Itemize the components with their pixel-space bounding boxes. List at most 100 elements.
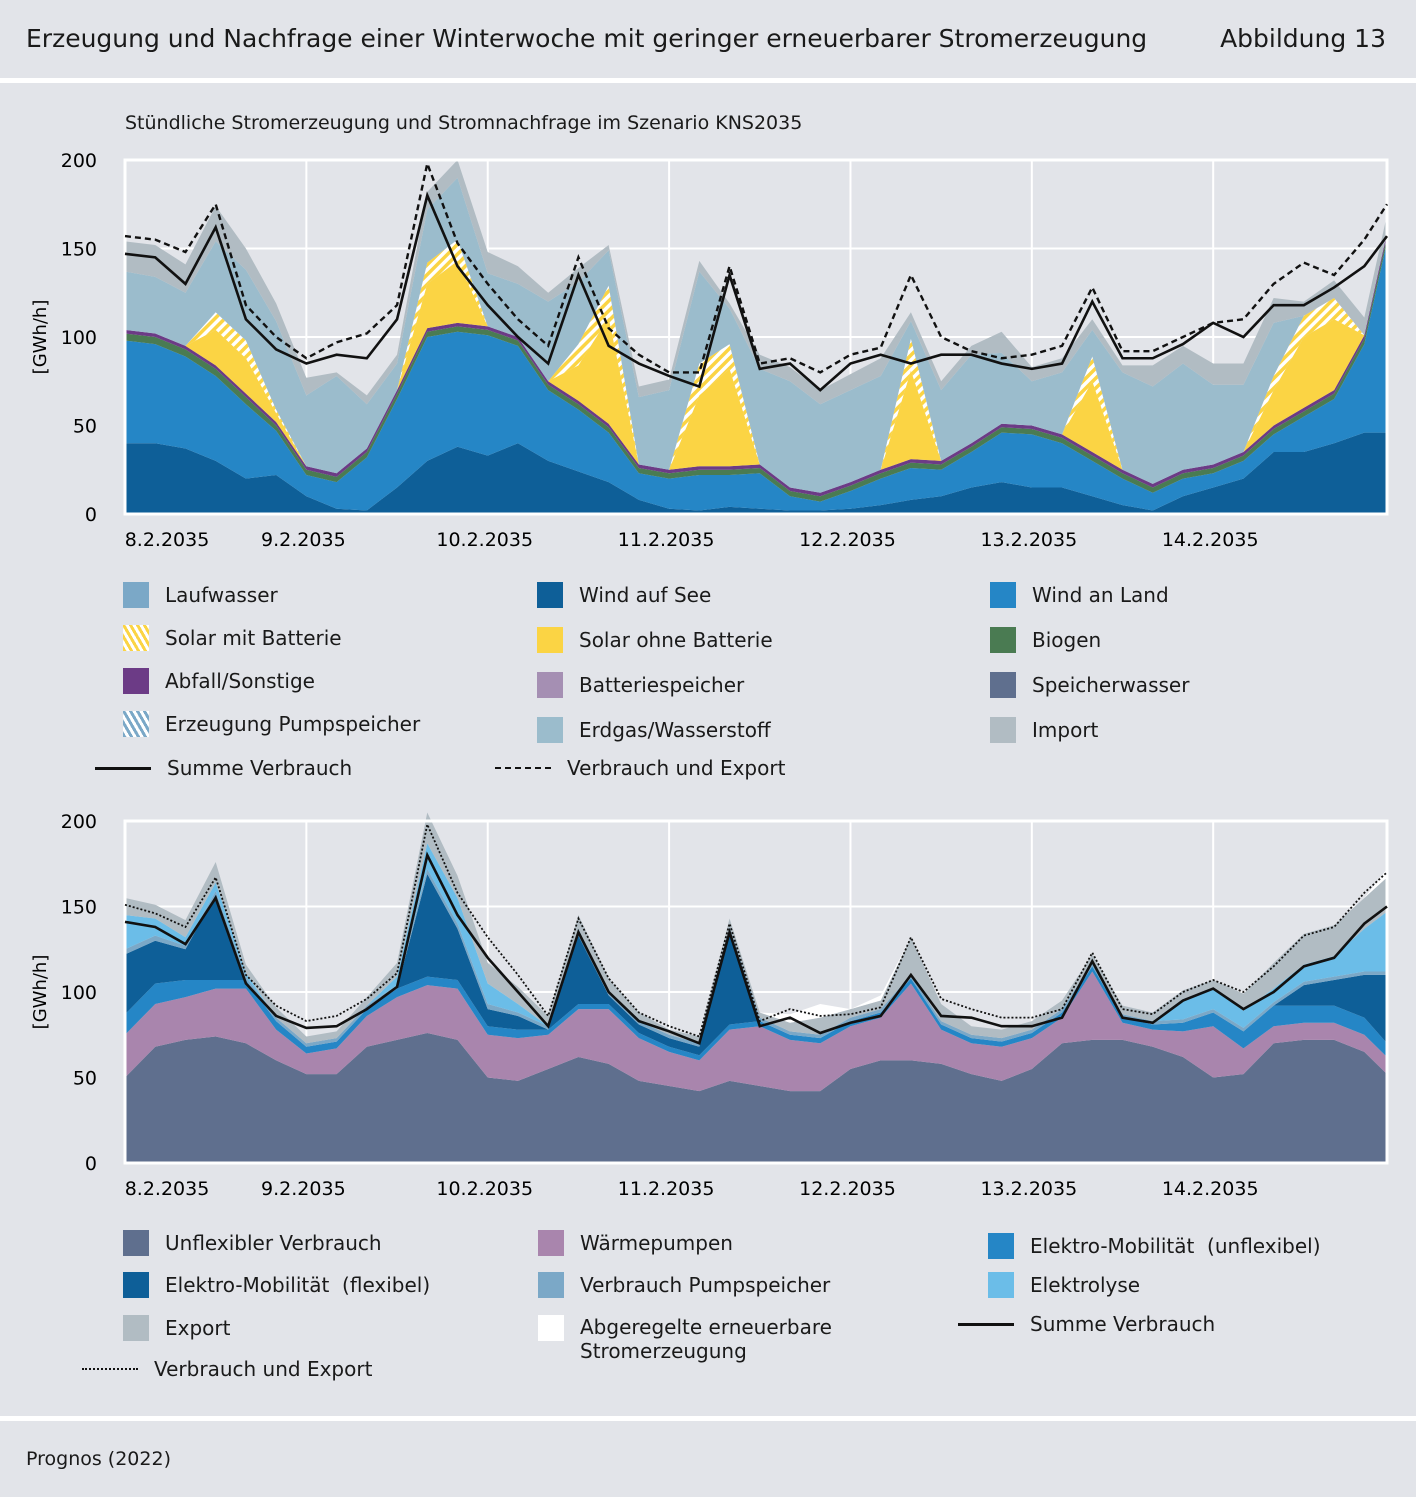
legend-item: Verbrauch und Export: [495, 756, 785, 780]
chart-subtitle: Stündliche Stromerzeugung und Stromnachf…: [125, 112, 803, 134]
x-tick-label: 12.2.2035: [799, 1178, 896, 1200]
legend-item: Elektrolyse: [988, 1272, 1140, 1298]
legend-label: Verbrauch und Export: [567, 756, 786, 780]
y-tick-label: 0: [85, 504, 97, 526]
area-w-rmepumpen: [125, 971, 1387, 1092]
plot-frame: [123, 819, 1389, 1165]
legend-item: Batteriespeicher: [537, 672, 744, 698]
line-verbrauch-und-export: [124, 159, 1389, 374]
legend-label: Export: [165, 1316, 231, 1340]
x-tick-label: 13.2.2035: [980, 1178, 1077, 1200]
legend-swatch: [123, 711, 149, 737]
legend-label: Summe Verbrauch: [1030, 1312, 1216, 1336]
area-erdgas-wasserstoff: [125, 177, 1387, 493]
legend-swatch: [123, 668, 149, 694]
y-tick-label: 200: [61, 150, 97, 172]
x-tick-label: 10.2.2035: [436, 529, 533, 551]
y-tick-label: 100: [61, 982, 97, 1004]
consumption-chart: [GWh/h] 0 50 100 150 200 8.2.2035 9.2.2035 10.2…: [30, 811, 1389, 1200]
legend-item: Verbrauch und Export: [82, 1357, 372, 1381]
legend-item: Wind auf See: [537, 582, 711, 608]
x-tick-label: 12.2.2035: [799, 529, 896, 551]
x-tick-label: 8.2.2035: [125, 1178, 210, 1200]
legend-item: Erzeugung Pumpspeicher: [123, 711, 420, 737]
legend-item: Unflexibler Verbrauch: [123, 1230, 382, 1256]
legend-label: Summe Verbrauch: [167, 756, 353, 780]
legend-item: Abfall/Sonstige: [123, 668, 315, 694]
legend-label: Verbrauch Pumpspeicher: [580, 1273, 831, 1297]
x-tick-label: 11.2.2035: [618, 1178, 715, 1200]
y-tick-label: 50: [73, 416, 97, 438]
plot-frame: [123, 158, 1389, 516]
legend-item: Elektro-Mobilität (flexibel): [123, 1272, 430, 1298]
y-axis-label: [GWh/h]: [30, 300, 51, 375]
legend-item: Biogen: [990, 627, 1101, 653]
legend-item: Solar mit Batterie: [123, 625, 342, 651]
x-tick-label: 9.2.2035: [261, 529, 346, 551]
area-unflexibler-verbrauch: [125, 1033, 1387, 1163]
y-tick-label: 50: [73, 1068, 97, 1090]
x-tick-label: 14.2.2035: [1162, 529, 1259, 551]
legend-item: Abgeregelte erneuerbare Stromerzeugung: [538, 1315, 880, 1363]
legend-label: Solar mit Batterie: [165, 626, 342, 650]
y-tick-label: 0: [85, 1153, 97, 1175]
legend-swatch: [990, 717, 1016, 743]
y-tick-label: 150: [61, 897, 97, 919]
legend-swatch: [123, 1272, 149, 1298]
legend-item: Export: [123, 1315, 230, 1341]
legend-label: Erzeugung Pumpspeicher: [165, 712, 421, 736]
legend-label: Laufwasser: [165, 583, 278, 607]
legend-swatch: [537, 672, 563, 698]
legend-item: Solar ohne Batterie: [537, 627, 773, 653]
legend-label: Import: [1032, 718, 1099, 742]
legend-line: [958, 1322, 1014, 1326]
legend-swatch: [123, 1230, 149, 1256]
legend-swatch: [537, 627, 563, 653]
y-tick-label: 150: [61, 239, 97, 261]
header-bar: Erzeugung und Nachfrage einer Winterwoch…: [0, 0, 1416, 78]
legend-line: [95, 766, 151, 770]
legend-label: Elektro-Mobilität (flexibel): [165, 1273, 431, 1297]
legend-swatch: [123, 1315, 149, 1341]
legend-swatch: [990, 672, 1016, 698]
legend-label: Abfall/Sonstige: [165, 669, 315, 693]
x-tick-label: 10.2.2035: [436, 1178, 533, 1200]
legend-label: Wind auf See: [579, 583, 712, 607]
area-elektro-mobilit-t-flexibel-: [125, 874, 1387, 1056]
line-verbrauch-und-export: [124, 821, 1388, 1038]
legend-item: Elektro-Mobilität (unflexibel): [988, 1233, 1321, 1259]
y-tick-label: 100: [61, 327, 97, 349]
legend-line: [82, 1368, 138, 1370]
legend-label: Erdgas/Wasserstoff: [579, 718, 771, 742]
line-summe-verbrauch: [124, 851, 1388, 1046]
x-tick-label: 11.2.2035: [618, 529, 715, 551]
line-summe-verbrauch: [124, 191, 1389, 392]
legend-line: [495, 767, 551, 769]
y-axis-label: [GWh/h]: [30, 955, 51, 1030]
legend-swatch: [988, 1233, 1014, 1259]
legend-swatch: [538, 1272, 564, 1298]
legend-item: Laufwasser: [123, 582, 278, 608]
legend-label: Abgeregelte erneuerbare Stromerzeugung: [580, 1315, 832, 1363]
x-tick-label: 9.2.2035: [261, 1178, 346, 1200]
area-solar-ohne-batterie: [125, 232, 1387, 493]
legend-swatch: [990, 627, 1016, 653]
legend-item: Summe Verbrauch: [958, 1312, 1215, 1336]
figure-title: Erzeugung und Nachfrage einer Winterwoch…: [26, 24, 1148, 53]
generation-chart: [GWh/h] 0 50 100 150 200 8.2.2035 9.2.2035 10.2…: [30, 150, 1389, 551]
legend-label: Speicherwasser: [1032, 673, 1190, 697]
legend-swatch: [537, 582, 563, 608]
legend-item: Verbrauch Pumpspeicher: [538, 1272, 830, 1298]
legend-swatch: [538, 1230, 564, 1256]
x-tick-label: 8.2.2035: [125, 529, 210, 551]
legend-label: Verbrauch und Export: [154, 1357, 373, 1381]
legend-label: Elektrolyse: [1030, 1273, 1141, 1297]
divider-bottom: [0, 1416, 1416, 1421]
legend-label: Solar ohne Batterie: [579, 628, 773, 652]
legend-item: Summe Verbrauch: [95, 756, 352, 780]
legend-swatch: [123, 582, 149, 608]
y-tick-label: 200: [61, 811, 97, 833]
legend-item: Wind an Land: [990, 582, 1169, 608]
legend-label: Batteriespeicher: [579, 673, 745, 697]
area-wind-an-land: [125, 241, 1387, 511]
